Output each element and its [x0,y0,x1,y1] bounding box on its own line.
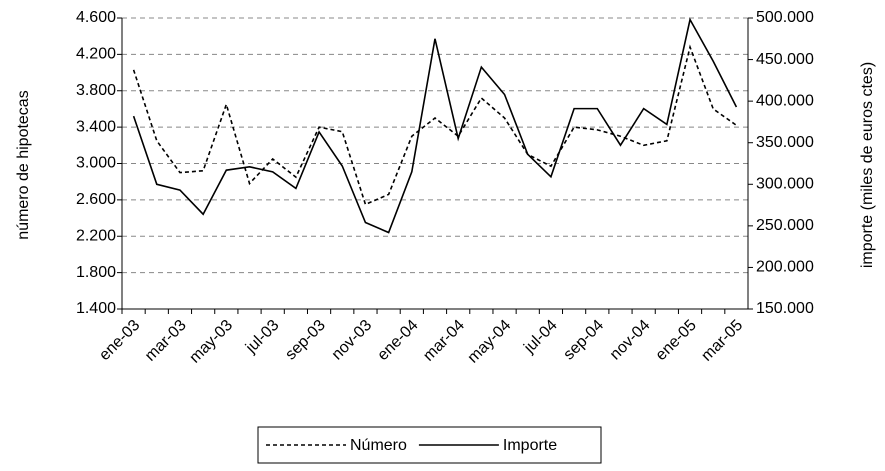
y2-tick-label: 350.000 [756,134,814,151]
legend-box [257,426,602,464]
y-tick-label: 1.800 [76,264,116,281]
y2-tick-label: 300.000 [756,176,814,193]
x-tick-label: nov-04 [607,317,654,364]
y-tick-label: 3.400 [76,118,116,135]
x-tick-label: may-03 [186,317,236,367]
y-tick-label: 3.000 [76,155,116,172]
x-tick-label: mar-05 [698,317,746,365]
x-tick-label: ene-03 [96,317,143,364]
y2-axis-title: importe (miles de euros ctes) [859,62,876,268]
y2-tick-label: 500.000 [756,9,814,26]
legend-label: Importe [503,437,557,454]
x-tick-label: jul-04 [520,317,560,357]
y2-tick-label: 200.000 [756,259,814,276]
legend-label: Número [350,437,407,454]
x-tick-label: may-04 [465,317,515,367]
x-tick-label: ene-05 [653,317,700,364]
y-axis-title: número de hipotecas [15,90,32,239]
y2-tick-label: 250.000 [756,217,814,234]
y-tick-label: 1.400 [76,300,116,317]
y2-tick-label: 150.000 [756,300,814,317]
y-tick-label: 3.800 [76,82,116,99]
y-tick-label: 2.200 [76,227,116,244]
series-line [132,44,737,206]
x-tick-label: sep-03 [282,317,329,364]
x-tick-label: mar-04 [420,317,468,365]
x-tick-label: jul-03 [242,317,282,357]
x-tick-label: ene-04 [374,317,421,364]
x-tick-label: mar-03 [142,317,190,365]
y-tick-label: 2.600 [76,191,116,208]
y2-tick-label: 450.000 [756,51,814,68]
series-line [132,17,738,234]
x-tick-label: nov-03 [329,317,376,364]
y-tick-label: 4.200 [76,46,116,63]
y-tick-label: 4.600 [76,9,116,26]
y2-tick-label: 400.000 [756,92,814,109]
x-tick-label: sep-04 [560,317,607,364]
